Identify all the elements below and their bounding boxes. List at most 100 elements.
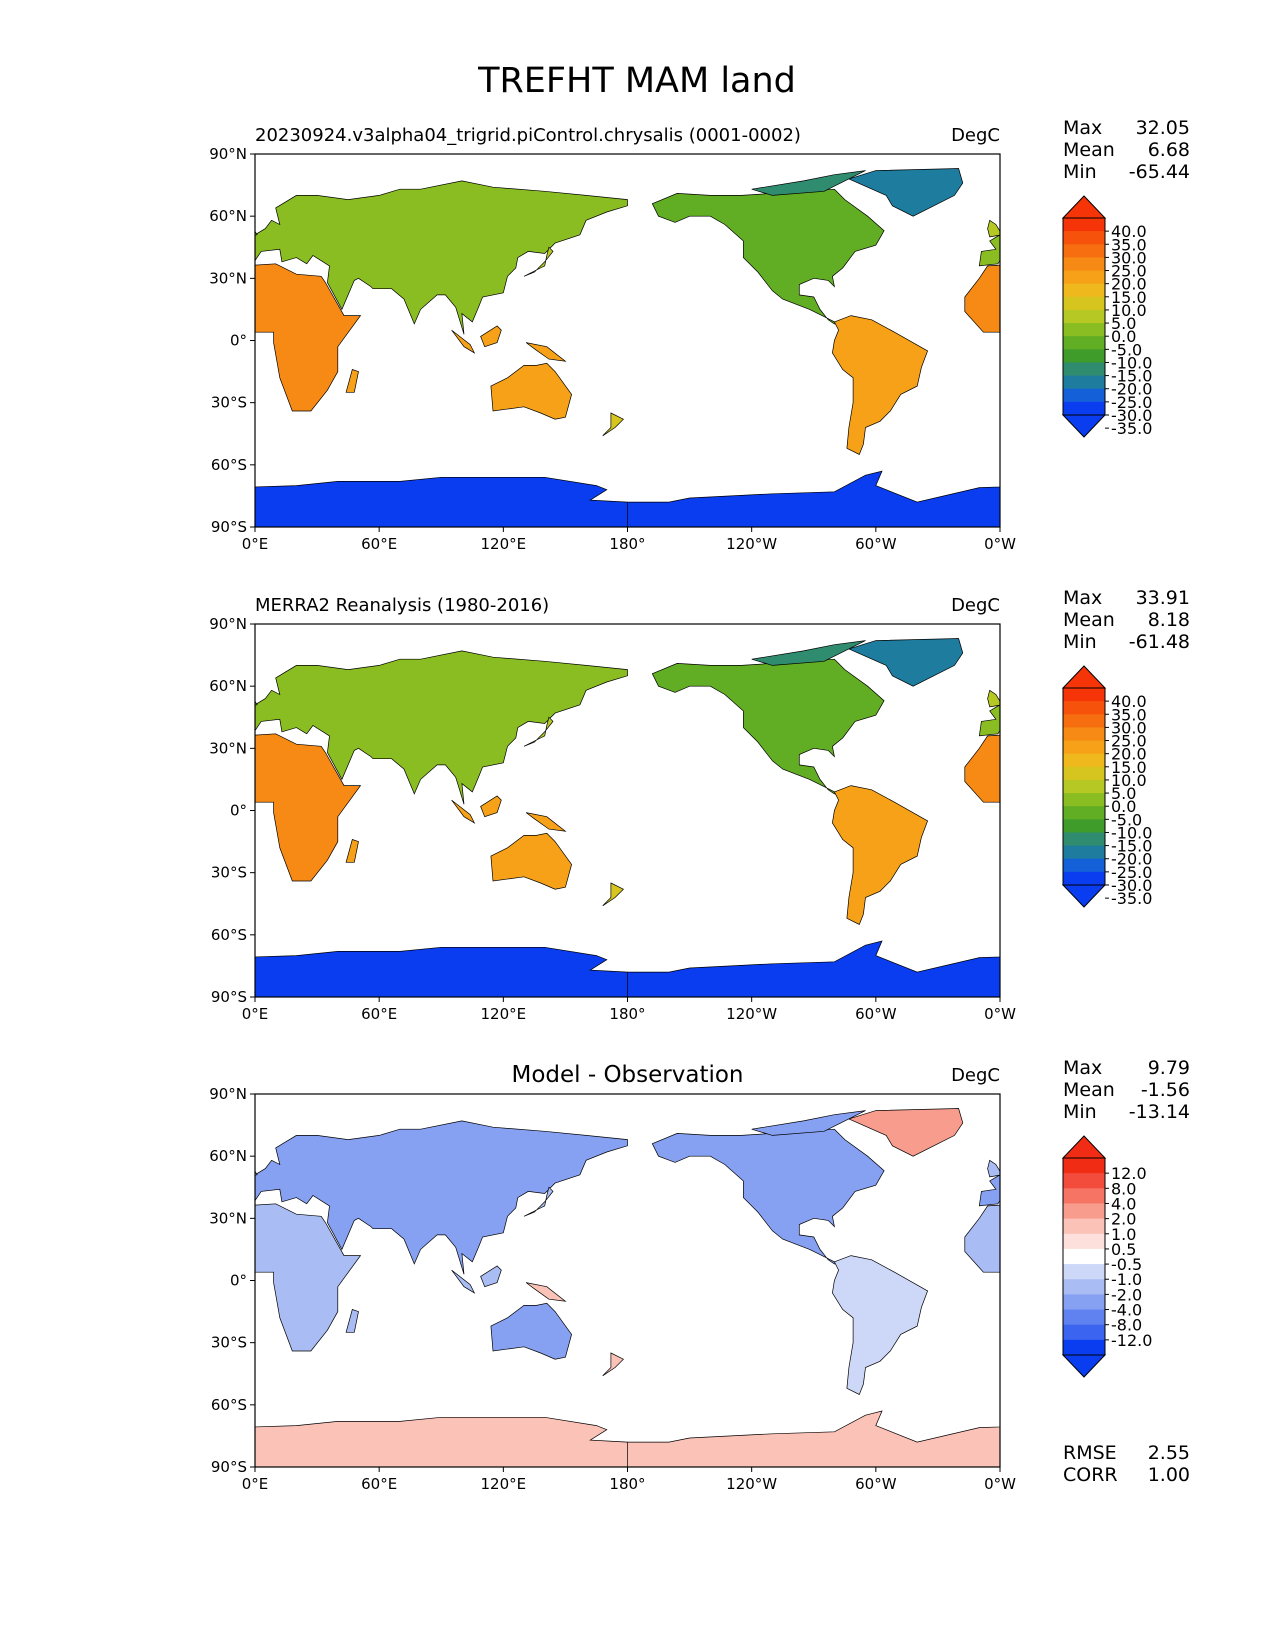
land-australia xyxy=(490,832,572,890)
lat-tick-label: 30°S xyxy=(211,1334,247,1352)
land-japan xyxy=(523,1186,554,1217)
lat-tick-label: 90°S xyxy=(211,988,247,1006)
colorbar-segment xyxy=(1063,296,1105,311)
colorbar-label: -35.0 xyxy=(1111,419,1152,438)
lon-tick-label: 120°W xyxy=(726,1005,777,1023)
stat-label: Max xyxy=(1063,117,1102,139)
colorbar-segment xyxy=(1063,1279,1105,1295)
colorbar-label: 15.0 xyxy=(1111,288,1147,307)
stat-value: 6.68 xyxy=(1148,139,1190,161)
colorbar: 12.08.04.02.01.00.5-0.5-1.0-2.0-4.0-8.0-… xyxy=(1061,1135,1152,1378)
colorbar-label: -0.5 xyxy=(1111,1255,1142,1274)
lat-tick-label: 30°N xyxy=(209,739,247,757)
lon-tick-label: 120°W xyxy=(726,1475,777,1493)
lat-tick-label: 0° xyxy=(230,332,247,350)
colorbar-segment xyxy=(1063,270,1105,285)
lon-tick-label: 0°W xyxy=(984,1475,1016,1493)
colorbar-segment xyxy=(1063,1233,1105,1250)
land-north-america xyxy=(651,188,885,325)
land-madagascar xyxy=(345,369,359,393)
colorbar-segment xyxy=(1063,1294,1105,1311)
colorbar-extend-top xyxy=(1061,665,1107,689)
colorbar-segment xyxy=(1063,793,1105,807)
lon-tick-label: 60°E xyxy=(361,1475,397,1493)
colorbar-label: 5.0 xyxy=(1111,314,1136,333)
colorbar-label: -12.0 xyxy=(1111,1331,1152,1350)
land-north-america xyxy=(651,1128,885,1265)
land-layer xyxy=(255,168,1000,527)
lon-tick-label: 180° xyxy=(609,535,645,553)
colorbar: 40.035.030.025.020.015.010.05.00.0-5.0-1… xyxy=(1061,665,1152,908)
panel-title: Model - Observation xyxy=(511,1062,743,1088)
stat-label: Max xyxy=(1063,1057,1102,1079)
land-new-guinea xyxy=(525,1282,567,1302)
colorbar-label: 20.0 xyxy=(1111,745,1147,764)
colorbar-segment xyxy=(1063,858,1105,873)
colorbar-segment xyxy=(1063,362,1105,377)
colorbar-label: -20.0 xyxy=(1111,850,1152,869)
colorbar-segment xyxy=(1063,845,1105,860)
colorbar-segment xyxy=(1063,727,1105,742)
colorbar-segment xyxy=(1063,401,1105,416)
colorbar-segment xyxy=(1063,779,1105,794)
stat-value: -1.56 xyxy=(1141,1079,1190,1101)
panel-diff: 90°N 60°N 30°N 0° 30°S 60°S 90°S0°E 60°E 120°E 18… xyxy=(209,1057,1190,1493)
land-europe-asia xyxy=(255,1120,1000,1275)
colorbar-segment xyxy=(1063,753,1105,768)
lon-tick-label: 180° xyxy=(609,1005,645,1023)
land-madagascar xyxy=(345,839,359,863)
lon-tick-label: 60°W xyxy=(855,1475,897,1493)
colorbar-outline xyxy=(1062,1157,1106,1356)
colorbar-label: -30.0 xyxy=(1111,876,1152,895)
lon-tick-label: 0°E xyxy=(242,1475,269,1493)
lat-tick-label: 60°S xyxy=(211,456,247,474)
stat-label: Mean xyxy=(1063,1079,1115,1101)
colorbar-segment xyxy=(1063,806,1105,820)
land-arctic-islands xyxy=(751,170,866,196)
land-australia xyxy=(490,1302,572,1360)
colorbar-label: -25.0 xyxy=(1111,393,1152,412)
lat-tick-label: 60°S xyxy=(211,926,247,944)
land-sumatra xyxy=(451,329,476,354)
colorbar-label: -5.0 xyxy=(1111,810,1142,829)
colorbar-label: 10.0 xyxy=(1111,771,1147,790)
colorbar-extend-bottom xyxy=(1061,884,1107,908)
colorbar-label: 30.0 xyxy=(1111,248,1147,267)
land-layer xyxy=(255,638,1000,997)
lat-tick-label: 90°N xyxy=(209,145,247,163)
land-europe-asia xyxy=(255,180,1000,335)
land-greenland xyxy=(847,1108,964,1157)
lat-tick-label: 90°S xyxy=(211,518,247,536)
stat-label: Min xyxy=(1063,161,1097,183)
panel-model: 90°N 60°N 30°N 0° 30°S 60°S 90°S0°E 60°E 120°E 18… xyxy=(209,117,1190,553)
land-africa xyxy=(255,263,1000,412)
colorbar-label: 2.0 xyxy=(1111,1210,1136,1229)
colorbar-segment xyxy=(1063,283,1105,298)
colorbar-segment xyxy=(1063,1158,1105,1174)
land-borneo xyxy=(480,325,502,348)
colorbar-label: 35.0 xyxy=(1111,705,1147,724)
colorbar-segment xyxy=(1063,714,1105,728)
colorbar-label: -15.0 xyxy=(1111,837,1152,856)
colorbar-segment xyxy=(1063,740,1105,755)
extra-stat-label: RMSE xyxy=(1063,1442,1117,1464)
land-australia xyxy=(490,362,572,420)
colorbar-label: 20.0 xyxy=(1111,275,1147,294)
colorbar-label: 40.0 xyxy=(1111,692,1147,711)
lon-tick-label: 180° xyxy=(609,1475,645,1493)
stat-value: -65.44 xyxy=(1129,161,1190,183)
land-antarctica xyxy=(255,470,1000,527)
colorbar-segment xyxy=(1063,309,1105,324)
panel-units: DegC xyxy=(951,595,1000,616)
figure-title: TREFHT MAM land xyxy=(477,61,796,101)
colorbar-label: 35.0 xyxy=(1111,235,1147,254)
colorbar-label: -20.0 xyxy=(1111,380,1152,399)
lat-tick-label: 0° xyxy=(230,1272,247,1290)
land-japan xyxy=(523,246,554,277)
panel-title: 20230924.v3alpha04_trigrid.piControl.chr… xyxy=(255,125,801,146)
land-africa xyxy=(255,1203,1000,1352)
panels: 90°N60°N30°N0°30°S60°S90°S0°E 60°E 120°E 18… xyxy=(209,117,1190,1493)
colorbar: 40.035.030.025.020.015.010.05.00.0-5.0-1… xyxy=(1061,195,1152,438)
lon-tick-label: 60°E xyxy=(361,535,397,553)
